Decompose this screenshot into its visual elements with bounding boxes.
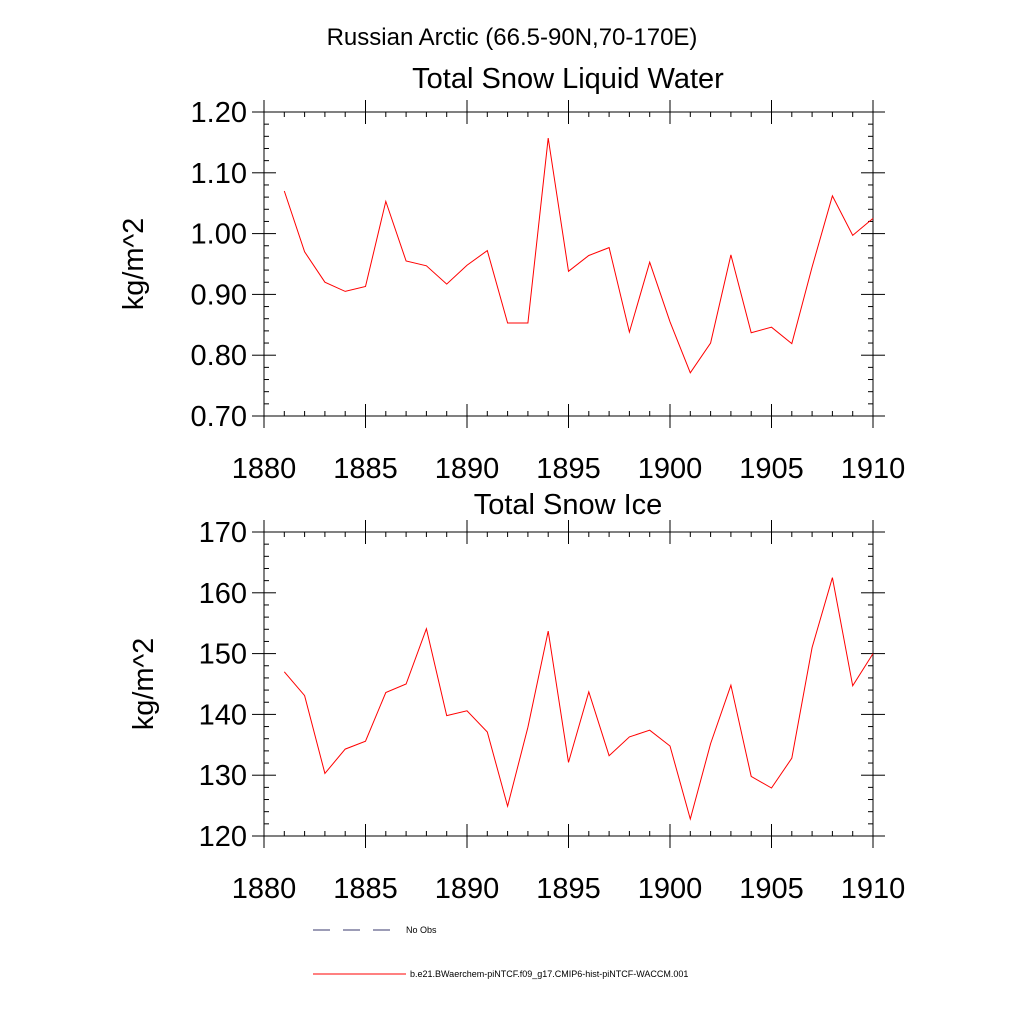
series-line	[283, 138, 874, 374]
x-tick-label: 1910	[841, 453, 906, 485]
legend-label-model: b.e21.BWaerchem-piNTCF.f09_g17.CMIP6-his…	[410, 969, 688, 979]
x-tick-label: 1890	[435, 453, 500, 485]
x-tick-label: 1880	[232, 873, 297, 905]
x-tick-label: 1900	[638, 453, 703, 485]
y-axis-label: kg/m^2	[128, 638, 160, 731]
tick-labels: 1880 1885 1890 1895 1900 1905 1910 120 130 140 150…	[199, 517, 906, 905]
x-tick-label: 1905	[739, 453, 804, 485]
x-tick-label: 1910	[841, 873, 906, 905]
y-tick-label: 170	[199, 517, 247, 549]
tick-labels: 1880 1885 1890 1895 1900 1905 1910 0.70 0.80 0.90…	[191, 97, 906, 485]
x-tick-label: 1895	[536, 453, 601, 485]
ticks	[252, 520, 885, 848]
x-tick-label: 1885	[333, 873, 398, 905]
y-tick-label: 1.10	[191, 158, 247, 190]
panel-liquid-water: Total Snow Liquid Water kg/m^2 1880 1885 1…	[118, 63, 905, 485]
x-tick-label: 1905	[739, 873, 804, 905]
y-tick-label: 130	[199, 760, 247, 792]
y-tick-label: 160	[199, 578, 247, 610]
y-tick-label: 1.00	[191, 219, 247, 251]
y-tick-label: 1.20	[191, 97, 247, 129]
x-tick-label: 1890	[435, 873, 500, 905]
x-tick-label: 1895	[536, 873, 601, 905]
y-tick-label: 0.80	[191, 340, 247, 372]
legend: No Obs b.e21.BWaerchem-piNTCF.f09_g17.CM…	[313, 925, 688, 979]
x-tick-label: 1885	[333, 453, 398, 485]
x-tick-label: 1880	[232, 453, 297, 485]
y-tick-label: 140	[199, 699, 247, 731]
series-lines	[283, 577, 874, 821]
y-tick-label: 0.70	[191, 401, 247, 433]
y-tick-label: 120	[199, 821, 247, 853]
panel-title: Total Snow Liquid Water	[412, 63, 724, 95]
figure-suptitle: Russian Arctic (66.5-90N,70-170E)	[327, 24, 698, 51]
y-axis-label: kg/m^2	[118, 218, 150, 311]
panel-title: Total Snow Ice	[474, 489, 663, 521]
series-line	[283, 577, 874, 821]
panel-snow-ice: Total Snow Ice kg/m^2 1880 1885 1890 1895 19…	[128, 489, 905, 905]
ticks	[252, 100, 885, 428]
series-lines	[283, 138, 874, 374]
y-tick-label: 0.90	[191, 279, 247, 311]
x-tick-label: 1900	[638, 873, 703, 905]
y-tick-label: 150	[199, 639, 247, 671]
plot-frame	[263, 111, 874, 417]
plot-frame	[263, 531, 874, 837]
legend-label-no-obs: No Obs	[406, 925, 437, 935]
